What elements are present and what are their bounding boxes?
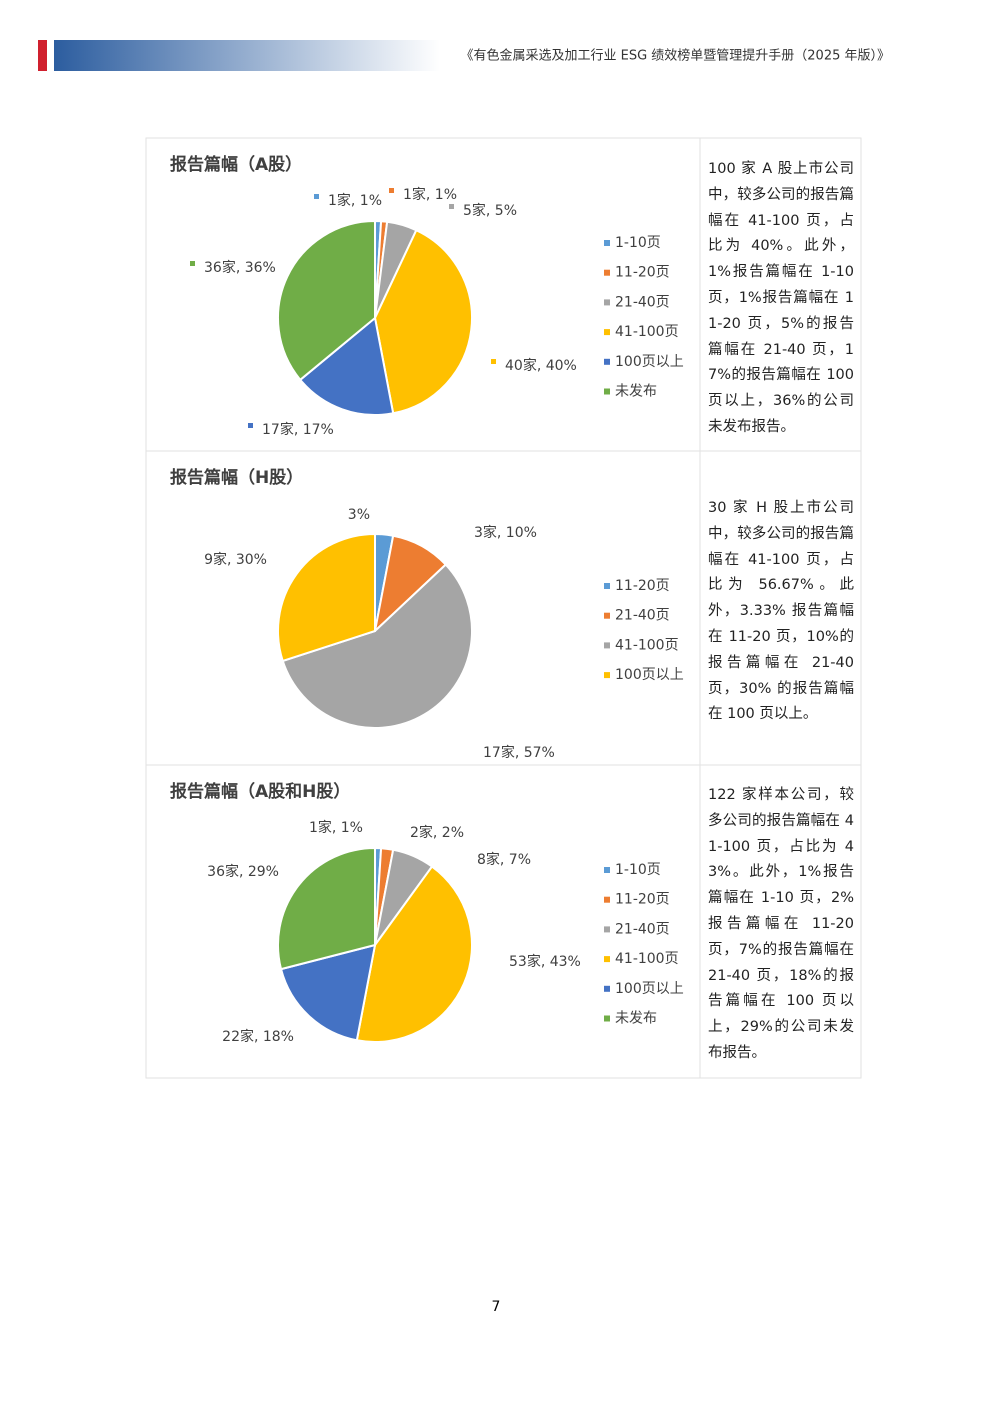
pie-slice (281, 563, 473, 729)
pie-slice (355, 865, 473, 1043)
data-label: 22家, 18% (222, 1028, 294, 1045)
legend-swatch (604, 896, 610, 903)
chart-title: 报告篇幅（A股和H股） (170, 781, 350, 802)
label-marker (449, 204, 454, 209)
legend-swatch (604, 358, 610, 365)
description: 122 家样本公司，较多公司的报告篇幅在 41-100 页，占比为 43%。此外… (708, 787, 854, 1061)
pie-slice (277, 532, 376, 663)
data-label: 3% (348, 507, 370, 523)
pie-slice (279, 943, 377, 1042)
data-label: 1家, 1% (403, 186, 457, 203)
legend-swatch (604, 240, 610, 246)
legend-swatch (604, 612, 610, 619)
legend-swatch (604, 329, 610, 336)
data-label: 2家, 2% (410, 824, 464, 841)
description: 100 家 A 股上市公司中，较多公司的报告篇幅在 41-100 页，占比为 4… (708, 161, 854, 435)
label-marker (491, 359, 496, 364)
legend-label: 11-20页 (615, 892, 670, 908)
legend-swatch (604, 956, 610, 963)
header-title: 《有色金属采选及加工行业 ESG 绩效榜单暨管理提升手册（2025 年版）》 (460, 48, 890, 64)
legend-label: 未发布 (615, 384, 657, 400)
legend-label: 1-10页 (615, 862, 661, 878)
pie-slice (298, 316, 395, 416)
legend-swatch (604, 642, 610, 649)
label-marker (190, 261, 195, 266)
data-label: 17家, 17% (262, 421, 334, 438)
data-label: 3家, 10% (474, 524, 537, 541)
data-label: 8家, 7% (477, 851, 531, 868)
label-marker (248, 423, 253, 428)
legend-label: 41-100页 (615, 637, 679, 653)
legend-swatch (604, 1015, 610, 1022)
legend-swatch (604, 583, 610, 589)
data-label: 36家, 29% (207, 863, 279, 880)
legend-label: 1-10页 (615, 235, 661, 251)
legend-swatch (604, 926, 610, 933)
table-grid (145, 137, 862, 1079)
data-label: 36家, 36% (204, 259, 276, 276)
chart-title: 报告篇幅（A股） (170, 154, 302, 175)
header-accent (38, 40, 47, 71)
legend-swatch (604, 985, 610, 992)
data-label: 40家, 40% (505, 357, 577, 374)
legend-label: 11-20页 (615, 578, 670, 594)
label-marker (314, 194, 319, 199)
legend-label: 100页以上 (615, 667, 684, 683)
pie-slice (277, 846, 376, 971)
data-label: 5家, 5% (463, 202, 517, 219)
legend-label: 41-100页 (615, 324, 679, 340)
legend-label: 未发布 (615, 1011, 657, 1027)
legend-swatch (604, 269, 610, 276)
data-label: 1家, 1% (309, 819, 363, 836)
data-label: 17家, 57% (483, 744, 555, 761)
legend-label: 21-40页 (615, 921, 670, 937)
legend-swatch (604, 672, 610, 679)
data-label: 53家, 43% (509, 953, 581, 970)
legend-label: 100页以上 (615, 981, 684, 997)
legend-swatch (604, 388, 610, 395)
header-bar (54, 40, 440, 71)
data-label: 1家, 1% (328, 192, 382, 209)
pie-slice (277, 219, 376, 382)
description: 30 家 H 股上市公司中，较多公司的报告篇幅在 41-100 页，占比为 56… (708, 500, 854, 723)
legend-label: 100页以上 (615, 354, 684, 370)
page-number: 7 (492, 1299, 501, 1315)
label-marker (389, 188, 394, 193)
pie-slice (373, 228, 473, 415)
chart-title: 报告篇幅（H股） (170, 467, 303, 488)
data-label: 9家, 30% (204, 551, 267, 568)
legend-label: 21-40页 (615, 608, 670, 624)
legend-label: 11-20页 (615, 265, 670, 281)
legend-label: 41-100页 (615, 951, 679, 967)
legend-swatch (604, 867, 610, 873)
legend-swatch (604, 299, 610, 306)
legend-label: 21-40页 (615, 294, 670, 310)
